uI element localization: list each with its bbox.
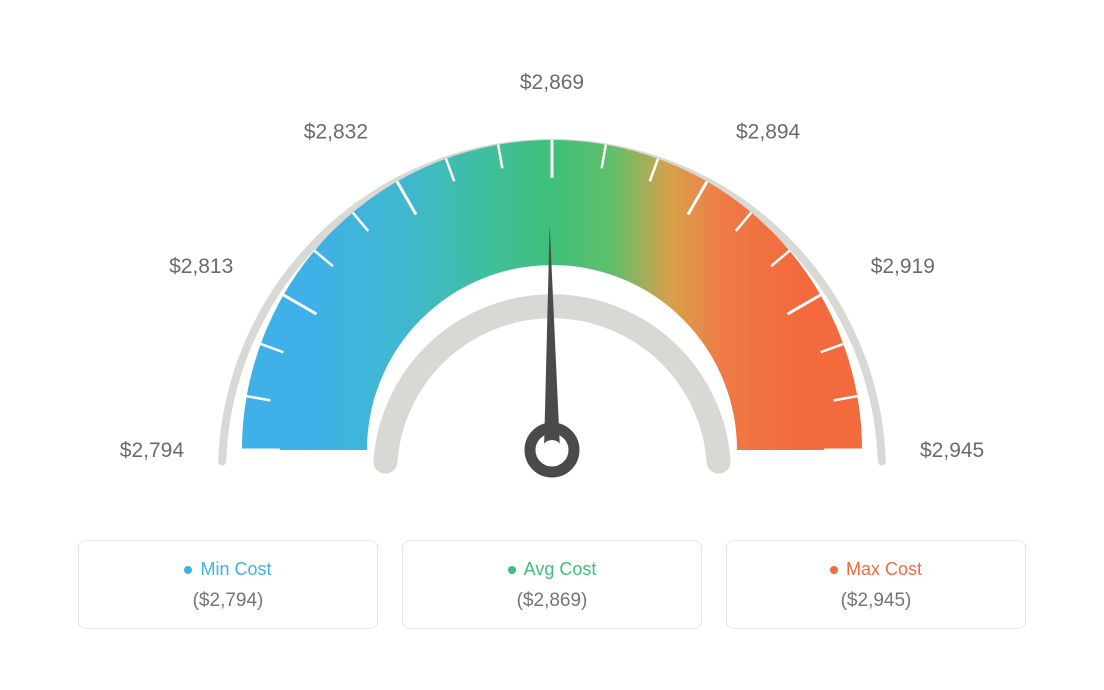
legend-value: ($2,794) [99, 590, 357, 612]
legend-label: Avg Cost [524, 559, 597, 580]
svg-text:$2,869: $2,869 [520, 71, 584, 94]
svg-text:$2,794: $2,794 [120, 439, 185, 462]
dot-icon [184, 566, 192, 574]
legend-value: ($2,945) [747, 590, 1005, 612]
legend-label-row-max: Max Cost [747, 559, 1005, 580]
dot-icon [830, 566, 838, 574]
svg-text:$2,945: $2,945 [920, 439, 984, 462]
legend-card-min: Min Cost ($2,794) [78, 540, 378, 629]
legend-label: Max Cost [846, 559, 922, 580]
legend-label-row-min: Min Cost [99, 559, 357, 580]
svg-text:$2,813: $2,813 [169, 255, 233, 278]
legend-card-avg: Avg Cost ($2,869) [402, 540, 702, 629]
legend-card-max: Max Cost ($2,945) [726, 540, 1026, 629]
svg-text:$2,832: $2,832 [304, 120, 368, 143]
legend-row: Min Cost ($2,794) Avg Cost ($2,869) Max … [30, 540, 1074, 629]
legend-value: ($2,869) [423, 590, 681, 612]
svg-text:$2,919: $2,919 [871, 255, 935, 278]
svg-text:$2,894: $2,894 [736, 120, 801, 143]
legend-label-row-avg: Avg Cost [423, 559, 681, 580]
gauge-svg: $2,794 $2,813 $2,832 $2,869 $2,894 $2,919 $2,9… [72, 30, 1032, 500]
legend-label: Min Cost [200, 559, 271, 580]
gauge-chart: $2,794 $2,813 $2,832 $2,869 $2,894 $2,919 $2,9… [30, 30, 1074, 500]
dot-icon [508, 566, 516, 574]
